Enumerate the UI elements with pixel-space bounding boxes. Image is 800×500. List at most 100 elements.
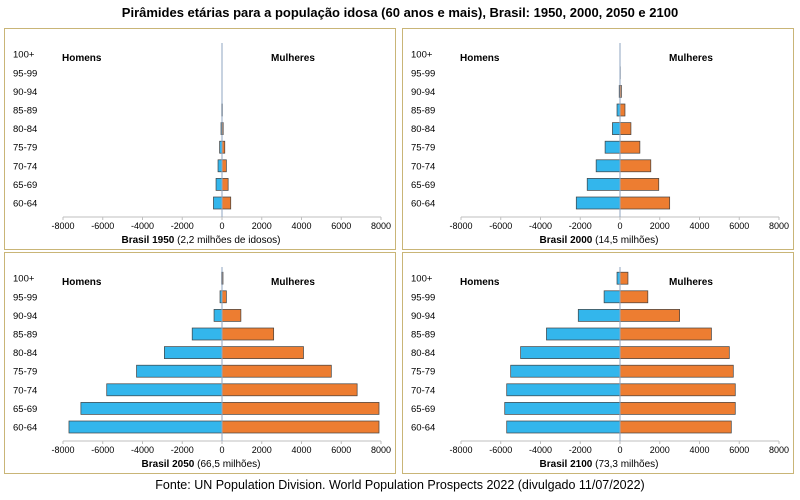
women-bar	[221, 178, 229, 191]
x-tick-label: 0	[617, 445, 622, 455]
age-group-label: 80-84	[411, 124, 435, 135]
pyramid-panel-2000: -8000 -6000 -4000 -2000 0 2000 4000 6000 8000 60-…	[402, 28, 794, 250]
x-tick-label: -2000	[171, 221, 194, 231]
women-bar	[619, 383, 736, 397]
men-bar	[215, 178, 223, 191]
age-group-label: 60-64	[411, 423, 435, 434]
age-group-label: 95-99	[13, 68, 37, 79]
women-bar	[221, 196, 232, 210]
legend-women-label: Mulheres	[271, 277, 315, 288]
women-bar	[619, 140, 641, 154]
x-tick-label: 4000	[689, 445, 709, 455]
women-bar	[619, 346, 730, 359]
age-group-label: 70-74	[13, 385, 37, 396]
women-bar	[221, 159, 227, 173]
age-group-label: 65-69	[13, 180, 37, 191]
women-bar	[619, 420, 732, 434]
age-group-label: 100+	[411, 274, 433, 285]
age-group-label: 80-84	[13, 124, 37, 135]
men-bar	[164, 346, 223, 359]
caption-year: Brasil 2100	[539, 459, 593, 470]
women-bar	[221, 402, 380, 415]
age-group-label: 85-89	[411, 106, 435, 117]
men-bar	[577, 309, 621, 322]
pyramid-plot-1950: -8000 -6000 -4000 -2000 0 2000 4000 6000 8000 60-…	[13, 43, 391, 231]
women-bar	[619, 327, 712, 341]
age-group-label: 100+	[411, 50, 433, 61]
age-group-label: 95-99	[13, 292, 37, 303]
age-group-label: 60-64	[13, 423, 37, 434]
x-tick-label: 0	[219, 445, 224, 455]
caption-year: Brasil 2000	[539, 235, 593, 246]
x-tick-label: -8000	[51, 445, 74, 455]
pyramid-panel-1950: -8000 -6000 -4000 -2000 0 2000 4000 6000 8000 60-…	[4, 28, 396, 250]
age-group-label: 85-89	[411, 330, 435, 341]
age-group-label: 85-89	[13, 330, 37, 341]
age-group-label: 75-79	[13, 143, 37, 154]
x-tick-label: 6000	[331, 445, 351, 455]
panel-caption-2000: Brasil 2000 (14,5 milhões)	[403, 235, 795, 246]
x-tick-label: -6000	[91, 221, 114, 231]
men-bar	[603, 290, 621, 304]
women-bar	[619, 178, 660, 191]
men-bar	[506, 420, 621, 434]
men-bar	[213, 196, 223, 210]
women-bar	[221, 290, 227, 304]
x-tick-label: 0	[219, 221, 224, 231]
x-tick-label: -4000	[131, 445, 154, 455]
x-tick-label: -4000	[131, 221, 154, 231]
source-note: Fonte: UN Population Division. World Pop…	[155, 478, 645, 492]
x-tick-label: -4000	[529, 445, 552, 455]
age-group-label: 75-79	[13, 367, 37, 378]
women-bar	[619, 402, 736, 415]
legend-men-label: Homens	[62, 277, 102, 288]
women-bar	[221, 383, 358, 397]
x-tick-label: 2000	[650, 221, 670, 231]
x-tick-label: 2000	[650, 445, 670, 455]
age-group-label: 60-64	[411, 199, 435, 210]
x-tick-label: 6000	[729, 445, 749, 455]
x-tick-label: 6000	[331, 221, 351, 231]
x-tick-label: -6000	[489, 445, 512, 455]
x-tick-label: 2000	[252, 221, 272, 231]
women-bar	[619, 122, 632, 135]
women-bar	[619, 103, 626, 117]
x-tick-label: 8000	[371, 221, 391, 231]
men-bar	[612, 122, 621, 135]
men-bar	[106, 383, 223, 397]
legend-men-label: Homens	[460, 277, 500, 288]
x-tick-label: -2000	[569, 221, 592, 231]
men-bar	[510, 364, 621, 378]
x-tick-label: 8000	[769, 221, 789, 231]
age-group-label: 100+	[13, 274, 35, 285]
x-tick-label: -8000	[449, 445, 472, 455]
caption-total: (2,2 milhões de idosos)	[177, 235, 281, 246]
women-bar	[619, 309, 680, 322]
women-bar	[619, 364, 734, 378]
pyramid-plot-2000: -8000 -6000 -4000 -2000 0 2000 4000 6000 8000 60-…	[411, 43, 789, 231]
men-bar	[595, 159, 621, 173]
men-bar	[136, 364, 223, 378]
men-bar	[575, 196, 621, 210]
age-group-label: 90-94	[13, 311, 37, 322]
x-tick-label: -2000	[171, 445, 194, 455]
age-group-label: 70-74	[13, 161, 37, 172]
women-bar	[619, 290, 649, 304]
age-group-label: 80-84	[411, 348, 435, 359]
age-group-label: 70-74	[411, 161, 435, 172]
age-group-label: 60-64	[13, 199, 37, 210]
x-tick-label: 0	[617, 221, 622, 231]
pyramid-plot-2050: -8000 -6000 -4000 -2000 0 2000 4000 6000 8000 60-…	[13, 267, 391, 455]
pyramid-panel-2100: -8000 -6000 -4000 -2000 0 2000 4000 6000 8000 60-…	[402, 252, 794, 474]
men-bar	[586, 178, 621, 191]
x-tick-label: -6000	[489, 221, 512, 231]
x-tick-label: -2000	[569, 445, 592, 455]
women-bar	[619, 159, 652, 173]
x-tick-label: 4000	[689, 221, 709, 231]
men-bar	[217, 159, 223, 173]
x-tick-label: -6000	[91, 445, 114, 455]
x-tick-label: -8000	[51, 221, 74, 231]
men-bar	[68, 420, 223, 434]
women-bar	[619, 271, 629, 285]
age-group-label: 70-74	[411, 385, 435, 396]
